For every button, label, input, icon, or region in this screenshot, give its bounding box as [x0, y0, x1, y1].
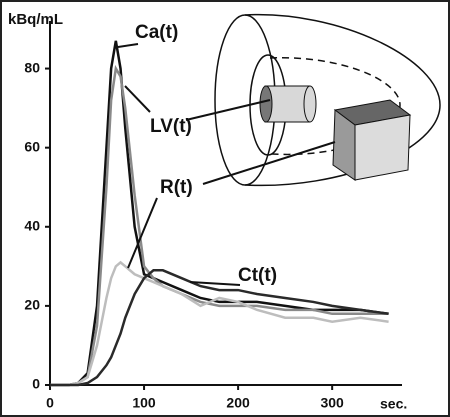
y-tick-label: 20	[24, 297, 40, 313]
leader-line	[202, 141, 336, 185]
series-label: Ct(t)	[238, 265, 277, 286]
series-label: Ca(t)	[135, 22, 178, 43]
x-tick-label: 200	[226, 395, 250, 411]
x-axis-label: sec.	[380, 396, 407, 412]
leader-line	[124, 85, 151, 113]
x-tick-label: 0	[46, 395, 54, 411]
series-label: LV(t)	[150, 116, 192, 137]
y-axis-label: kBq/mL	[8, 11, 63, 28]
series-line	[50, 64, 389, 387]
x-tick-label: 300	[320, 395, 344, 411]
leader-line	[185, 99, 271, 121]
series-label: R(t)	[160, 177, 193, 198]
series-line	[50, 269, 389, 387]
heart-illustration	[214, 13, 441, 187]
x-tick-label: 100	[132, 395, 156, 411]
leader-line	[127, 197, 158, 269]
series-line	[50, 40, 389, 387]
series-line	[50, 260, 389, 387]
y-tick-label: 80	[24, 59, 40, 75]
y-tick-label: 0	[32, 376, 40, 392]
y-tick-label: 40	[24, 217, 40, 233]
y-tick-label: 60	[24, 138, 40, 154]
leader-line	[189, 281, 241, 286]
leader-line	[117, 43, 139, 48]
